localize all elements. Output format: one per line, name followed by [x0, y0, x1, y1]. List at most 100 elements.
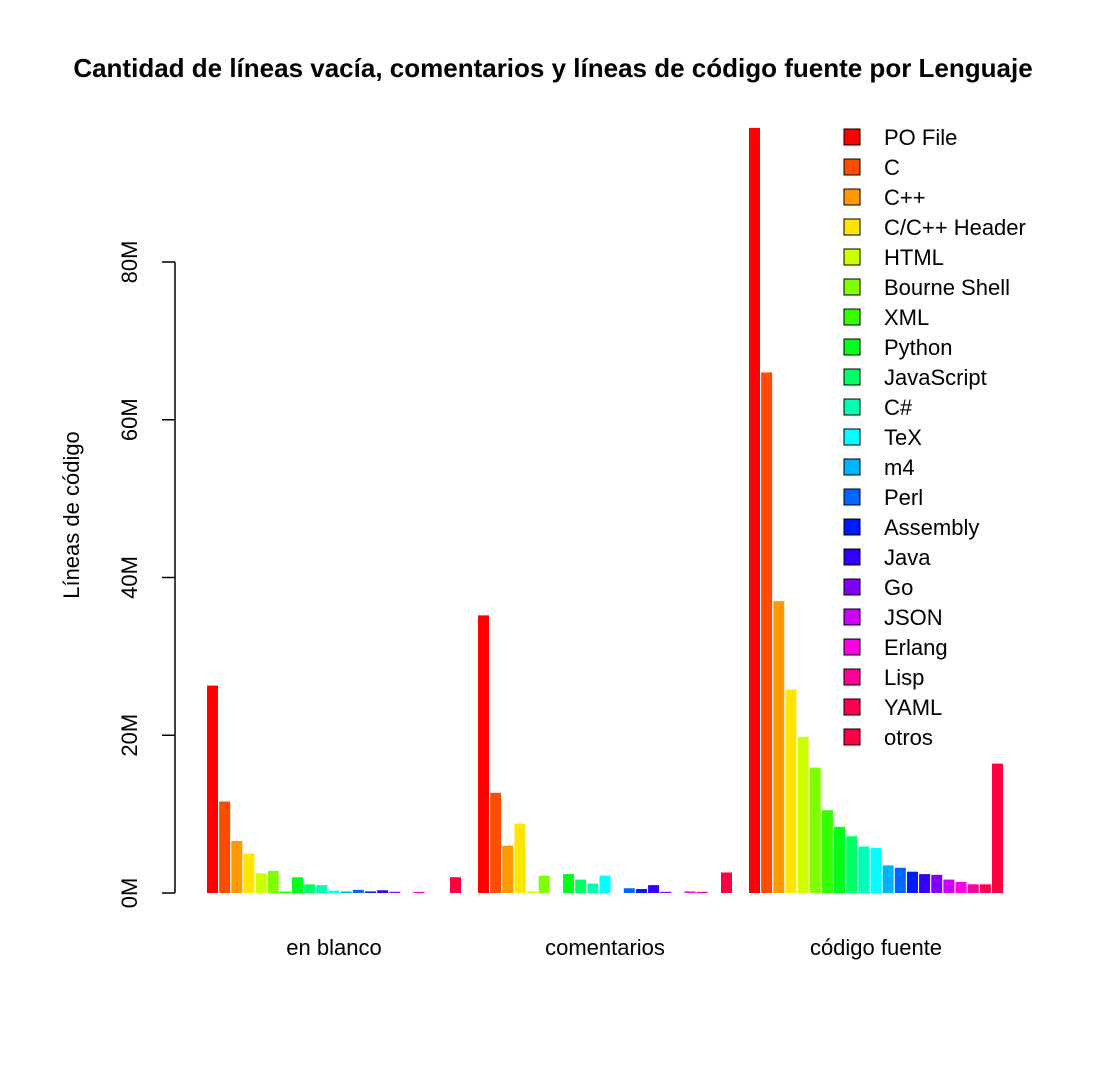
legend-label: C++ — [884, 185, 926, 210]
legend-swatch — [843, 728, 861, 746]
bar — [882, 865, 894, 893]
bar — [413, 891, 425, 893]
bar — [846, 836, 858, 893]
bar — [304, 884, 316, 893]
bar — [450, 877, 461, 893]
bar — [894, 867, 906, 893]
bar — [316, 885, 328, 893]
bar — [538, 875, 550, 893]
legend-swatch — [843, 218, 861, 236]
bar — [684, 891, 696, 893]
legend-swatch — [843, 248, 861, 266]
bar — [635, 889, 647, 893]
bar — [858, 846, 870, 893]
legend-label: TeX — [884, 425, 922, 450]
y-tick-label: 20M — [117, 714, 142, 757]
bar — [821, 810, 833, 893]
legend-label: C/C++ Header — [884, 215, 1026, 240]
bar — [502, 845, 514, 893]
bar — [834, 826, 846, 893]
legend-label: Go — [884, 575, 913, 600]
legend-label: HTML — [884, 245, 944, 270]
legend-label: Erlang — [884, 635, 948, 660]
legend-swatch — [843, 548, 861, 566]
bar — [955, 881, 967, 893]
legend-label: Bourne Shell — [884, 275, 1010, 300]
legend-label: YAML — [884, 695, 942, 720]
bar — [279, 891, 291, 893]
y-axis-label: Líneas de código — [59, 431, 84, 599]
legend-label: Java — [884, 545, 931, 570]
bar — [943, 879, 955, 893]
legend-swatch — [843, 428, 861, 446]
legend-swatch — [843, 578, 861, 596]
legend-label: C — [884, 155, 900, 180]
legend-swatch — [843, 308, 861, 326]
bar — [967, 884, 979, 893]
legend-label: JSON — [884, 605, 943, 630]
bar — [599, 875, 611, 893]
x-category-label: comentarios — [545, 935, 665, 960]
legend-label: PO File — [884, 125, 957, 150]
bars — [207, 127, 1003, 894]
legend-label: Perl — [884, 485, 923, 510]
x-axis-labels: en blanco comentarios código fuente — [286, 935, 942, 960]
y-tick-label: 60M — [117, 398, 142, 441]
bar — [364, 891, 376, 893]
bar — [377, 890, 389, 893]
legend-swatch — [843, 368, 861, 386]
legend-swatch — [843, 638, 861, 656]
legend-swatch — [843, 668, 861, 686]
legend-swatch — [843, 608, 861, 626]
bar — [563, 874, 575, 893]
legend-label: m4 — [884, 455, 915, 480]
legend-swatch — [843, 458, 861, 476]
legend-label: XML — [884, 305, 929, 330]
bar — [931, 874, 943, 893]
bar — [490, 792, 502, 893]
x-category-label: en blanco — [286, 935, 381, 960]
x-category-label: código fuente — [810, 935, 942, 960]
legend-swatch — [843, 488, 861, 506]
bar — [514, 823, 526, 893]
legend-swatch — [843, 188, 861, 206]
chart-title: Cantidad de líneas vacía, comentarios y … — [73, 53, 1032, 83]
bar — [761, 372, 773, 893]
bar — [919, 874, 931, 893]
bar — [478, 615, 489, 893]
legend-label: Lisp — [884, 665, 924, 690]
legend: PO File C C++ C/C++ Header HTML Bourne Shell X… — [843, 125, 1026, 750]
legend-swatch — [843, 158, 861, 176]
bar — [292, 877, 304, 893]
bar — [648, 885, 660, 893]
legend-swatch — [843, 338, 861, 356]
bar — [207, 685, 218, 893]
bar — [749, 127, 760, 894]
bar — [696, 891, 708, 893]
legend-swatch — [843, 698, 861, 716]
bar — [267, 870, 279, 893]
legend-label: Assembly — [884, 515, 979, 540]
legend-swatch — [843, 518, 861, 536]
bar — [587, 883, 599, 893]
legend-label: JavaScript — [884, 365, 987, 390]
bar — [575, 879, 587, 893]
y-tick-label: 0M — [117, 878, 142, 909]
bar — [219, 801, 231, 893]
y-tick-label: 40M — [117, 556, 142, 599]
legend-label: Python — [884, 335, 953, 360]
bar — [389, 891, 401, 893]
legend-label: C# — [884, 395, 913, 420]
bar — [623, 888, 635, 893]
bar — [773, 601, 785, 893]
legend-swatch — [843, 278, 861, 296]
bar — [992, 763, 1003, 893]
bar — [328, 890, 340, 893]
legend-swatch — [843, 128, 861, 146]
bar — [797, 736, 809, 893]
bar — [231, 840, 243, 893]
bar — [721, 872, 732, 893]
bar — [526, 891, 538, 893]
